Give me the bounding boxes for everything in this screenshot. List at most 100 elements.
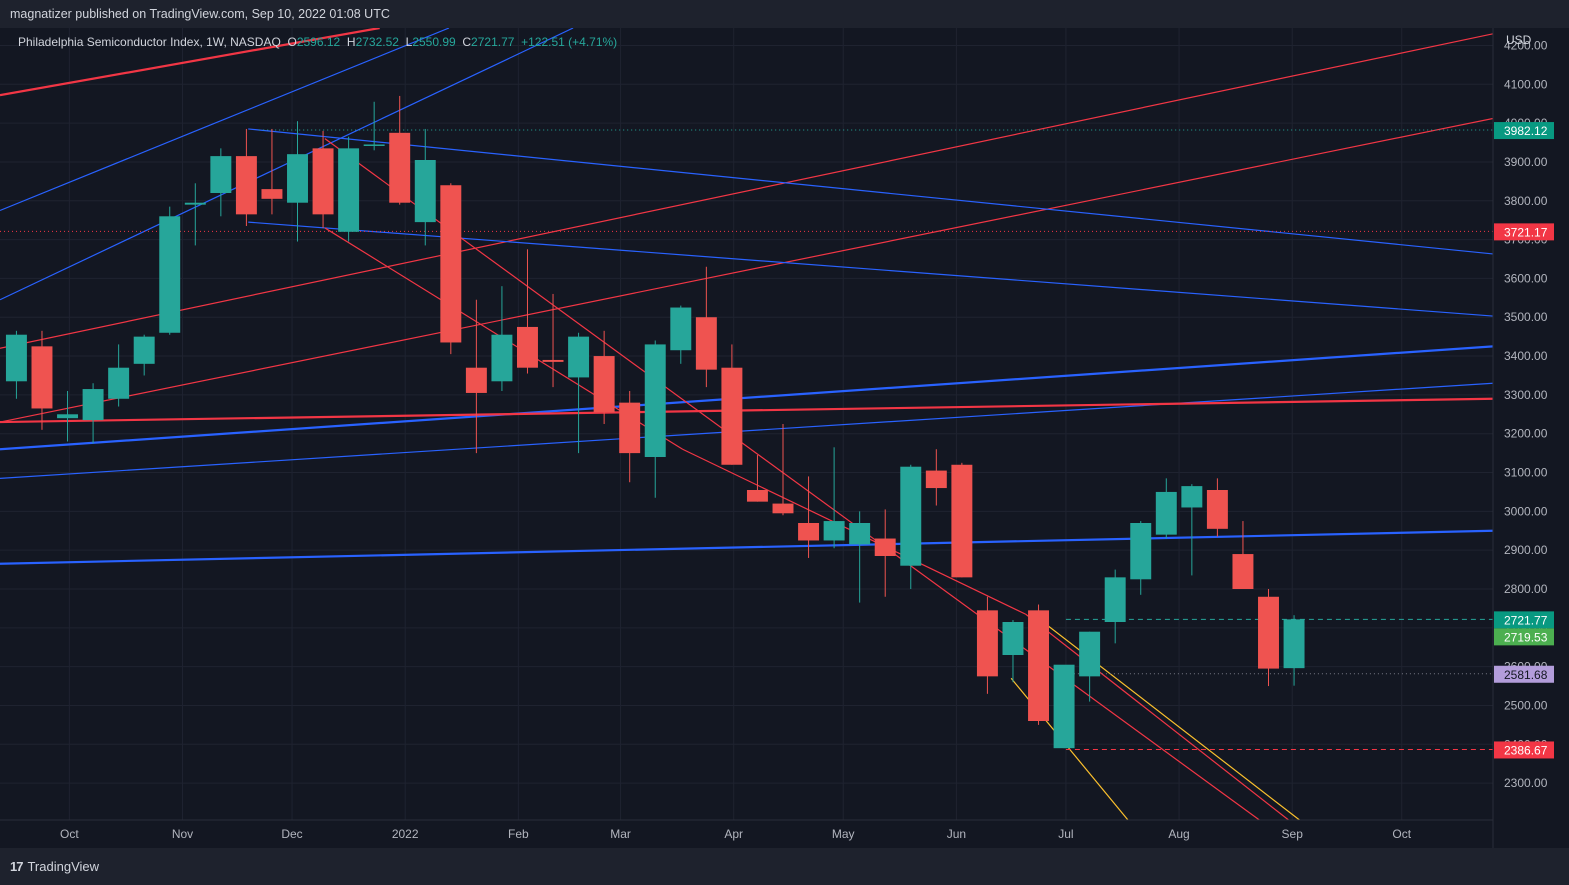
price-tick-label: 3300.00: [1504, 388, 1548, 402]
trendlines: [0, 28, 1493, 820]
price-tick-label: 3500.00: [1504, 310, 1548, 324]
candle-bull: [1104, 577, 1126, 622]
grid-lines: [0, 28, 1493, 820]
candle-bull: [1181, 486, 1203, 508]
candle-bull: [108, 367, 130, 399]
candle-bear: [312, 148, 334, 215]
high-label: H: [346, 35, 356, 49]
candle-bull: [5, 334, 27, 382]
tradingview-brand[interactable]: 17 TradingView: [10, 859, 99, 874]
candle-bear: [798, 523, 820, 541]
candle-bear: [1258, 596, 1279, 669]
candle-bear: [542, 359, 564, 362]
candle-bull: [644, 344, 666, 457]
low-value: 2550.99: [412, 35, 456, 49]
candle-bear: [440, 185, 462, 343]
trendline: [0, 529, 1493, 565]
candle-bear: [874, 538, 896, 556]
candle-bull: [414, 160, 436, 223]
price-tick-label: 3800.00: [1504, 194, 1548, 208]
trendline: [0, 345, 1493, 451]
trendline: [248, 221, 1493, 317]
price-tick-label: 3400.00: [1504, 349, 1548, 363]
candle-bear: [721, 367, 743, 465]
time-tick-label: Jul: [1058, 827, 1073, 841]
time-tick-label: Dec: [281, 827, 302, 841]
trendline: [0, 28, 380, 97]
candle-bull: [159, 216, 181, 333]
time-axis: Oct Nov Dec 2022 Feb Mar Apr May Jun Jul Aug Sep Oct: [60, 827, 1412, 841]
trendline: [0, 397, 1493, 424]
price-tick-label: 3900.00: [1504, 155, 1548, 169]
time-tick-label: Jun: [947, 827, 966, 841]
candle-bear: [235, 156, 257, 215]
time-tick-label: Nov: [172, 827, 193, 841]
price-label-text: 2719.53: [1504, 630, 1548, 644]
candles: [5, 95, 1305, 749]
price-label-text: 2721.77: [1504, 613, 1548, 627]
time-tick-label: Sep: [1282, 827, 1304, 841]
price-scale-bg: [1493, 28, 1569, 848]
chart-canvas[interactable]: 2300.002400.002500.002600.002700.002800.…: [0, 28, 1569, 848]
price-tick-label: 4200.00: [1504, 38, 1548, 52]
candle-bear: [746, 490, 768, 502]
time-tick-label: May: [832, 827, 855, 841]
currency-label: USD: [1506, 33, 1532, 47]
close-value: 2721.77: [471, 35, 515, 49]
trendline: [0, 28, 574, 301]
candle-bull: [1053, 664, 1075, 749]
price-tick-label: 2500.00: [1504, 698, 1548, 712]
candle-bear: [976, 610, 998, 677]
footer-bar: [0, 848, 1569, 885]
candle-bear: [389, 132, 411, 203]
candle-bull: [287, 154, 308, 203]
candle-bull: [849, 523, 871, 545]
trendline: [0, 28, 450, 212]
price-label-text: 2386.67: [1504, 743, 1548, 757]
price-tick-label: 2900.00: [1504, 543, 1548, 557]
low-label: L: [405, 35, 413, 49]
trendline: [0, 117, 1493, 423]
price-tick-label: 3600.00: [1504, 271, 1548, 285]
time-tick-label: 2022: [392, 827, 419, 841]
open-label: O: [287, 35, 297, 49]
candle-bear: [517, 326, 538, 368]
symbol-legend: Philadelphia Semiconductor Index, 1W, NA…: [18, 35, 617, 49]
high-value: 2732.52: [355, 35, 399, 49]
chart-area[interactable]: 2300.002400.002500.002600.002700.002800.…: [0, 28, 1569, 848]
price-label-box: [1494, 223, 1554, 241]
brand-text: TradingView: [27, 859, 100, 874]
open-value: 2596.12: [296, 35, 341, 49]
price-label-box: [1494, 122, 1554, 140]
price-tick-label: 2300.00: [1504, 776, 1548, 790]
candle-bull: [1002, 622, 1024, 655]
trendline: [1032, 613, 1300, 820]
time-tick-label: Oct: [1392, 827, 1411, 841]
close-label: C: [462, 35, 472, 49]
price-lines: [0, 129, 1493, 750]
price-label-text: 3982.12: [1504, 124, 1548, 138]
symbol-title: Philadelphia Semiconductor Index, 1W, NA…: [18, 35, 281, 49]
time-tick-label: Aug: [1168, 827, 1189, 841]
candle-bear: [1206, 490, 1228, 529]
candle-bull: [363, 144, 385, 146]
candle-bull: [670, 307, 692, 351]
candle-bull: [133, 336, 155, 364]
candle-bull: [210, 156, 232, 193]
price-label-text: 3721.17: [1504, 225, 1548, 239]
price-tick-label: 3200.00: [1504, 427, 1548, 441]
header-bar: magnatizer published on TradingView.com,…: [0, 0, 1569, 28]
price-tick-label: 4100.00: [1504, 77, 1548, 91]
trendline: [0, 382, 1493, 479]
time-tick-label: Mar: [610, 827, 631, 841]
candle-bull: [338, 148, 360, 232]
trendline: [248, 128, 1493, 255]
time-tick-label: Feb: [508, 827, 529, 841]
price-label-box: [1494, 611, 1554, 629]
publisher-text: magnatizer published on TradingView.com,…: [10, 7, 390, 21]
candle-bull: [491, 334, 513, 382]
candle-bear: [261, 189, 283, 199]
candle-bear: [31, 346, 53, 409]
change-value: +122.51 (+4.71%): [521, 35, 618, 49]
candle-bull: [57, 414, 79, 419]
